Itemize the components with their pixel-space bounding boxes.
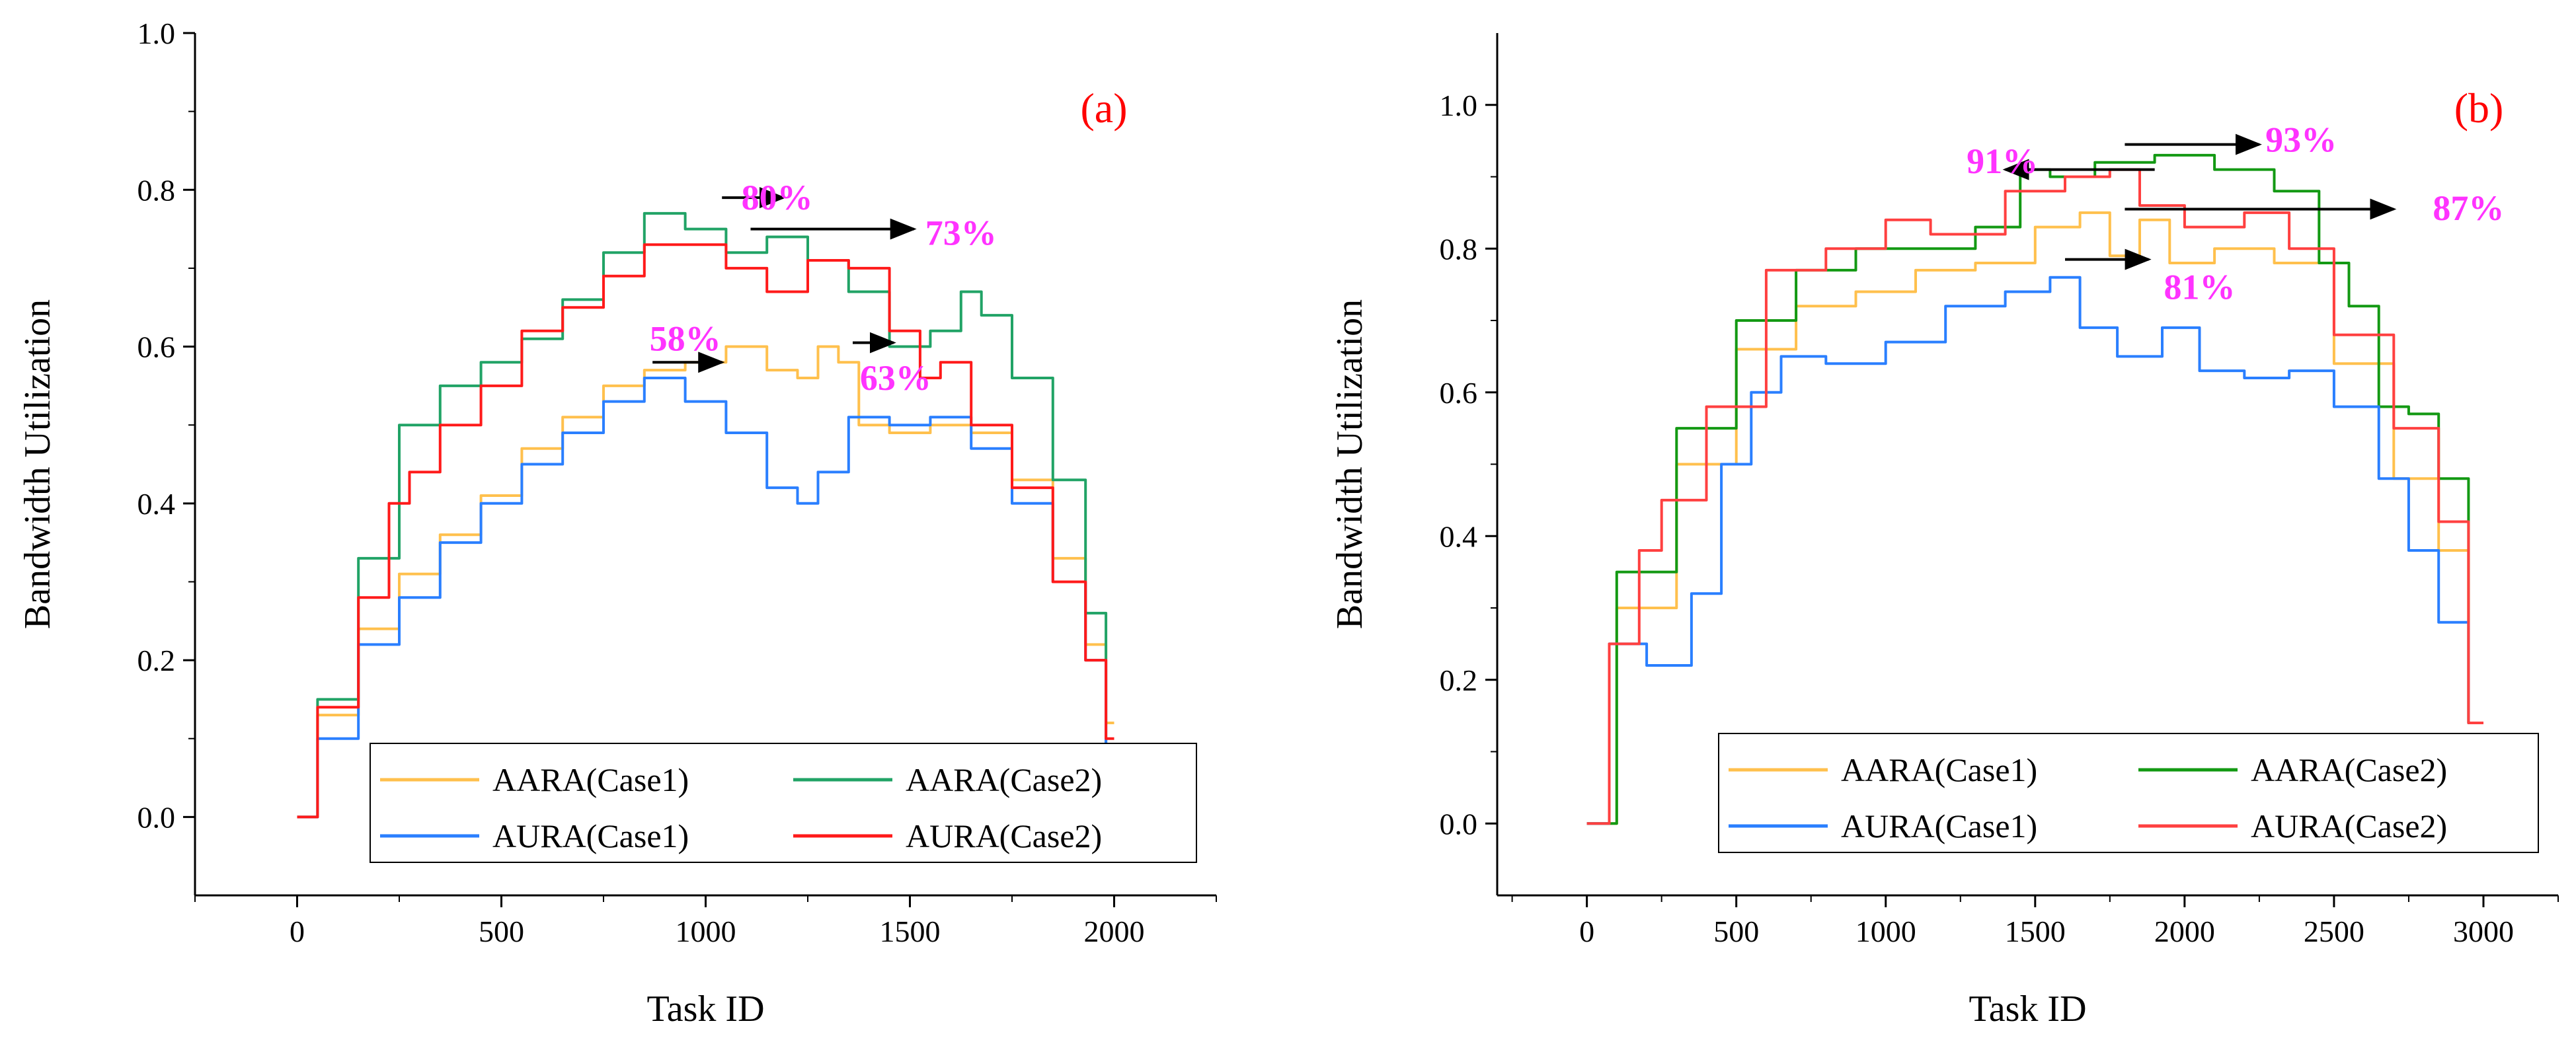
x-tick-label: 0 bbox=[290, 915, 305, 948]
series-line-aara-case2- bbox=[297, 211, 1114, 819]
legend-label: AARA(Case1) bbox=[1841, 751, 2037, 788]
legend-box bbox=[1718, 733, 2539, 853]
y-tick-label: 0.6 bbox=[1440, 376, 1478, 410]
y-tick-label: 1.0 bbox=[1440, 89, 1478, 122]
chart-panel-2: 0.0 0.2 0.4 0.6 0.8 1.0 0 500 1000 1500 2000 2500 30… bbox=[1329, 33, 2559, 1030]
y-tick-label: 0.2 bbox=[1440, 663, 1478, 697]
x-tick-label: 2000 bbox=[2154, 915, 2215, 948]
series-line-aara-case1- bbox=[297, 345, 1114, 819]
chart-panel-1: 0.0 0.2 0.4 0.6 0.8 1.0 0 500 1000 1500 2000 Task I… bbox=[17, 17, 1217, 1030]
legend-label: AARA(Case1) bbox=[492, 761, 689, 798]
y-tick-label: 0.6 bbox=[137, 330, 176, 364]
y-tick-label: 0.0 bbox=[1440, 807, 1478, 841]
legend-label: AURA(Case2) bbox=[906, 817, 1102, 854]
y-tick-label: 0.0 bbox=[137, 800, 176, 834]
x-axis-title: Task ID bbox=[646, 989, 764, 1030]
y-tick-label: 0.2 bbox=[137, 644, 176, 677]
x-tick-label: 2000 bbox=[1084, 915, 1145, 948]
y-tick-label: 0.4 bbox=[137, 487, 176, 521]
y-tick-label: 1.0 bbox=[137, 17, 176, 50]
legend: AARA(Case1) AARA(Case2) AURA(Case1) AURA(Ca… bbox=[370, 743, 1197, 863]
x-tick-label: 1000 bbox=[676, 915, 736, 948]
x-tick-label: 1500 bbox=[880, 915, 941, 948]
annotation-label: 91% bbox=[1967, 141, 2038, 181]
x-tick-label: 500 bbox=[1713, 915, 1759, 948]
y-tick-label: 0.8 bbox=[137, 173, 176, 207]
legend-label: AURA(Case1) bbox=[492, 817, 689, 854]
x-tick-label: 2500 bbox=[2304, 915, 2364, 948]
x-tick-label: 3000 bbox=[2453, 915, 2514, 948]
annotation-label: 87% bbox=[2433, 188, 2504, 228]
legend-label: AARA(Case2) bbox=[2251, 751, 2447, 788]
x-tick-label: 500 bbox=[479, 915, 524, 948]
legend-box bbox=[370, 743, 1197, 863]
legend-label: AURA(Case2) bbox=[2251, 807, 2447, 844]
annotation-label: 80% bbox=[742, 178, 813, 217]
series-line-aura-case2- bbox=[1586, 168, 2483, 825]
annotation-label: 73% bbox=[925, 213, 997, 252]
y-axis-title: Bandwidth Utilization bbox=[1329, 299, 1370, 629]
x-tick-label: 1000 bbox=[1855, 915, 1916, 948]
series-line-aura-case1- bbox=[1586, 276, 2483, 825]
x-tick-label: 1500 bbox=[2005, 915, 2066, 948]
legend: AARA(Case1) AARA(Case2) AURA(Case1) AURA(Ca… bbox=[1718, 733, 2539, 853]
legend-label: AURA(Case1) bbox=[1841, 807, 2037, 844]
series-line-aara-case2- bbox=[1586, 153, 2483, 825]
legend-label: AARA(Case2) bbox=[906, 761, 1102, 798]
annotation-label: 93% bbox=[2265, 120, 2337, 159]
annotation-label: 81% bbox=[2164, 267, 2235, 307]
panel-label: (a) bbox=[1080, 85, 1127, 131]
annotation-label: 58% bbox=[650, 319, 721, 358]
x-tick-label: 0 bbox=[1579, 915, 1594, 948]
y-tick-label: 0.4 bbox=[1440, 519, 1478, 553]
y-tick-label: 0.8 bbox=[1440, 232, 1478, 266]
y-axis-title: Bandwidth Utilization bbox=[17, 299, 58, 629]
series-line-aura-case2- bbox=[297, 243, 1114, 819]
panel-label: (b) bbox=[2454, 85, 2504, 131]
x-axis-title: Task ID bbox=[1969, 989, 2086, 1030]
annotation-label: 63% bbox=[860, 358, 931, 398]
